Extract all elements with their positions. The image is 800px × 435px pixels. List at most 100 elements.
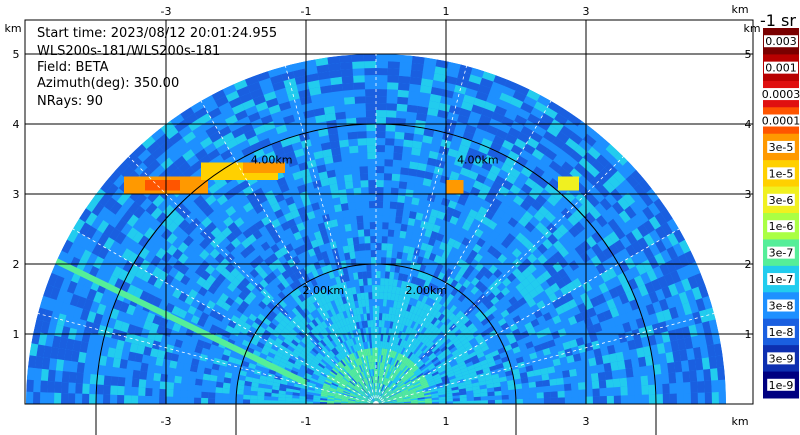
range-gate-cell	[399, 385, 407, 390]
range-gate-cell	[545, 276, 556, 287]
range-gate-cell	[348, 381, 355, 387]
range-gate-cell	[399, 384, 406, 390]
range-gate-cell	[526, 205, 538, 217]
range-gate-cell	[386, 390, 393, 396]
range-gate-cell	[258, 77, 273, 89]
range-gate-cell	[236, 318, 246, 327]
range-gate-cell	[514, 138, 527, 150]
range-gate-cell	[612, 295, 623, 307]
range-gate-cell	[436, 365, 444, 372]
range-gate-cell	[355, 117, 367, 125]
range-gate-cell	[268, 180, 280, 191]
range-gate-cell	[421, 355, 429, 362]
range-gate-cell	[589, 296, 600, 308]
range-gate-cell	[509, 227, 520, 238]
range-gate-cell	[209, 374, 218, 382]
range-gate-cell	[612, 264, 624, 276]
range-gate-cell	[425, 313, 432, 321]
colorbar-label: 1e-7	[769, 273, 794, 286]
range-gate-cell	[253, 203, 264, 215]
range-gate-cell	[274, 249, 284, 259]
range-gate-cell	[414, 176, 425, 185]
range-gate-cell	[330, 277, 338, 286]
range-gate-cell	[287, 202, 298, 213]
range-gate-cell	[396, 398, 404, 401]
range-gate-cell	[286, 385, 294, 390]
range-gate-cell	[389, 396, 396, 400]
range-gate-cell	[410, 320, 416, 329]
range-gate-cell	[405, 381, 413, 387]
range-gate-cell	[653, 364, 662, 375]
range-gate-cell	[220, 268, 231, 279]
range-gate-cell	[282, 316, 291, 325]
range-gate-cell	[97, 365, 106, 376]
range-gate-cell	[544, 148, 558, 161]
range-gate-cell	[320, 313, 327, 321]
range-gate-cell	[446, 276, 454, 286]
range-gate-cell	[427, 378, 435, 384]
range-gate-cell	[273, 294, 283, 304]
range-gate-cell	[124, 377, 133, 387]
range-gate-cell	[190, 272, 201, 283]
range-gate-cell	[660, 236, 673, 250]
range-gate-cell	[476, 301, 486, 311]
range-gate-cell	[330, 219, 339, 228]
range-gate-cell	[524, 194, 536, 206]
range-gate-cell	[363, 54, 376, 62]
range-gate-cell	[452, 398, 460, 402]
range-gate-cell	[313, 246, 321, 255]
range-gate-cell	[182, 363, 192, 372]
range-gate-cell	[590, 314, 600, 325]
range-gate-cell	[633, 376, 642, 386]
range-gate-cell	[159, 388, 167, 397]
range-gate-cell	[309, 86, 322, 96]
range-gate-cell	[532, 183, 545, 195]
range-gate-cell	[466, 117, 479, 128]
range-gate-cell	[332, 357, 339, 364]
range-gate-cell	[461, 370, 470, 376]
range-gate-cell	[416, 392, 424, 396]
range-gate-cell	[371, 362, 374, 370]
range-gate-cell	[315, 366, 323, 373]
range-gate-cell	[370, 320, 374, 328]
range-gate-cell	[381, 355, 385, 363]
range-gate-cell	[235, 272, 246, 283]
range-gate-cell	[614, 152, 628, 166]
range-gate-cell	[366, 348, 370, 356]
range-gate-cell	[407, 327, 413, 335]
range-gate-cell	[427, 314, 435, 323]
range-gate-cell	[627, 339, 637, 351]
range-gate-cell	[409, 375, 417, 381]
range-gate-cell	[344, 388, 351, 393]
range-gate-cell	[227, 320, 237, 329]
range-gate-cell	[251, 239, 261, 250]
range-gate-cell	[182, 334, 192, 344]
range-gate-cell	[223, 189, 236, 201]
range-gate-cell	[79, 208, 92, 223]
range-gate-cell	[379, 348, 382, 356]
range-gate-cell	[201, 347, 210, 356]
range-gate-cell	[261, 367, 270, 374]
range-gate-cell	[99, 259, 111, 273]
range-gate-cell	[465, 344, 473, 352]
range-gate-cell	[596, 227, 609, 240]
range-gate-cell	[526, 242, 538, 254]
range-gate-cell	[617, 165, 631, 180]
range-gate-cell	[613, 251, 625, 264]
range-gate-cell	[708, 319, 719, 333]
range-gate-cell	[272, 358, 281, 365]
range-gate-cell	[433, 239, 442, 249]
range-gate-cell	[422, 64, 436, 74]
range-gate-cell	[196, 318, 207, 328]
range-gate-cell	[294, 346, 303, 354]
range-gate-cell	[306, 305, 314, 314]
range-gate-cell	[390, 357, 395, 366]
range-gate-cell	[615, 351, 625, 362]
range-gate-cell	[426, 222, 435, 231]
range-gate-cell	[409, 305, 416, 314]
range-gate-cell	[648, 313, 659, 325]
range-gate-cell	[368, 180, 376, 188]
range-gate-cell	[483, 225, 494, 236]
range-gate-cell	[356, 374, 362, 381]
range-gate-cell	[532, 294, 543, 304]
